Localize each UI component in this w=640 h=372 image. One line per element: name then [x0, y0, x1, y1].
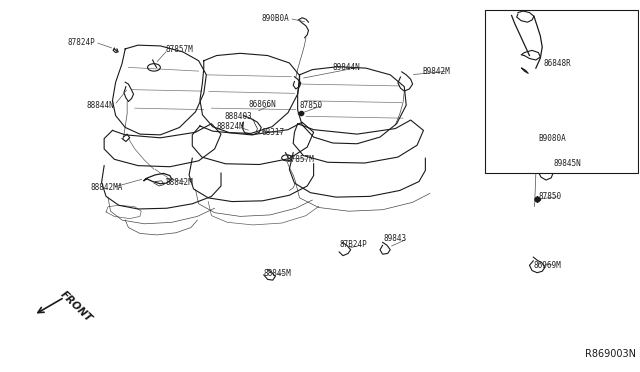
- Text: B9080A: B9080A: [538, 134, 566, 143]
- Text: 87857M: 87857M: [166, 45, 193, 54]
- Text: 88842MA: 88842MA: [90, 183, 122, 192]
- Text: 89845N: 89845N: [553, 159, 581, 168]
- Text: 890B0A: 890B0A: [261, 14, 289, 23]
- Text: 888403: 888403: [224, 112, 252, 121]
- Text: 88845M: 88845M: [264, 269, 292, 278]
- Text: 87850: 87850: [300, 101, 323, 110]
- Text: 86848R: 86848R: [543, 59, 572, 68]
- Bar: [484, 10, 638, 173]
- Text: 89843: 89843: [384, 234, 407, 243]
- Text: 86969M: 86969M: [534, 261, 562, 270]
- Text: 87850: 87850: [538, 192, 561, 201]
- Text: 88842M: 88842M: [166, 178, 193, 187]
- Text: B9842M: B9842M: [422, 67, 450, 76]
- Text: 88844N: 88844N: [86, 101, 115, 110]
- Text: 87824P: 87824P: [67, 38, 95, 47]
- Text: 68317: 68317: [261, 128, 284, 137]
- Text: 86866N: 86866N: [248, 100, 276, 109]
- Text: 88824M: 88824M: [216, 122, 244, 131]
- Text: 87B24P: 87B24P: [339, 240, 367, 249]
- Text: 87857M: 87857M: [287, 155, 314, 164]
- Text: FRONT: FRONT: [58, 289, 93, 324]
- Text: 89844N: 89844N: [333, 63, 360, 72]
- Text: R869003N: R869003N: [585, 349, 636, 359]
